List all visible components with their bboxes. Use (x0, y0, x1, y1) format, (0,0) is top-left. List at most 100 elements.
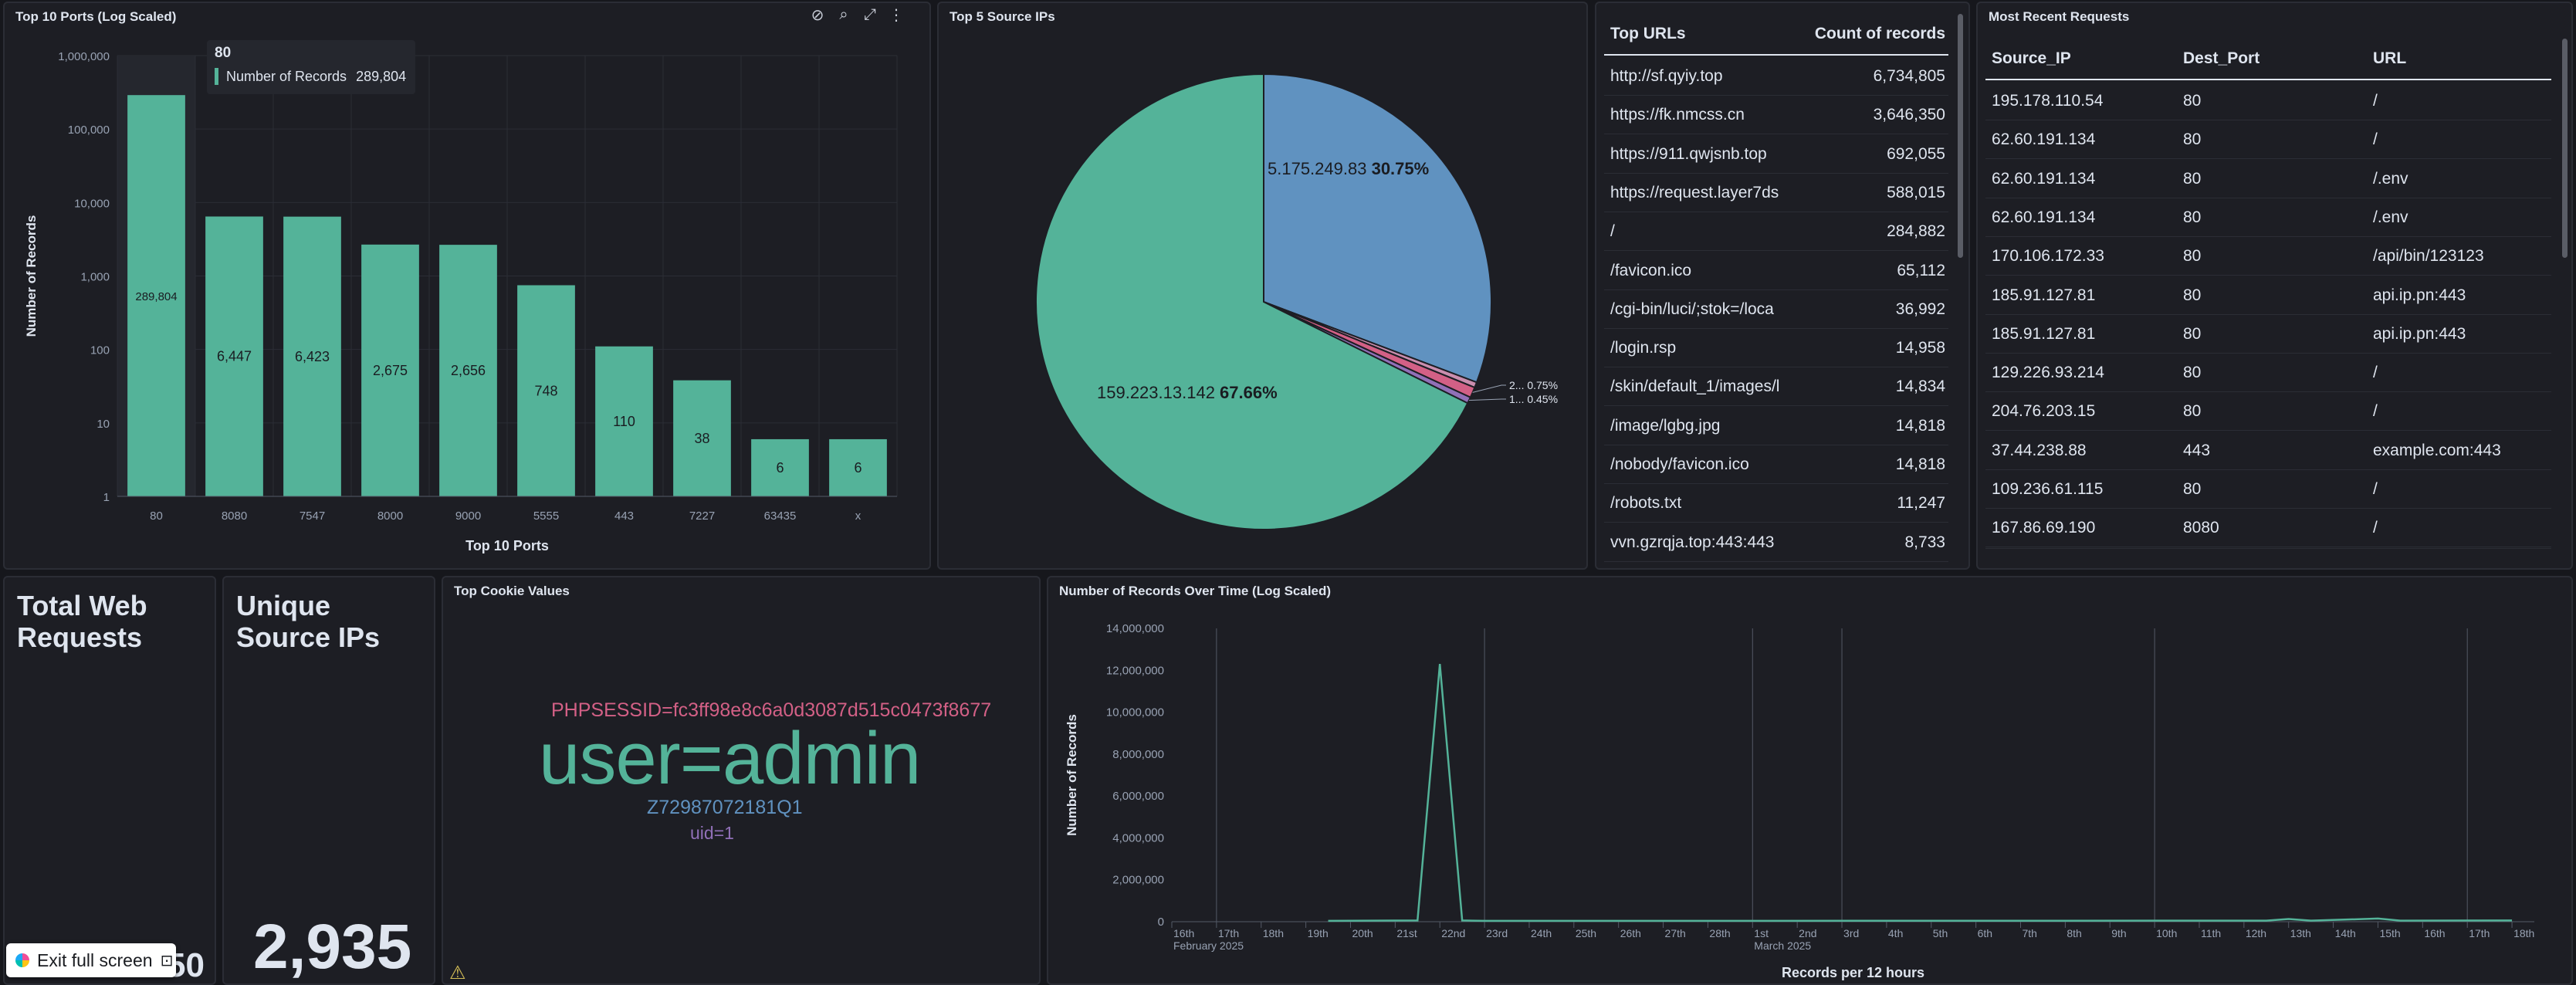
top-urls-header-count[interactable]: Count of records (1814, 25, 1945, 42)
table-row[interactable]: /login.rsp 14,958 (1604, 329, 1948, 368)
x-tick-label: 21st (1396, 927, 1417, 939)
table-row[interactable]: /cgi-bin/luci/;stok=/loca 36,992 (1604, 290, 1948, 329)
url-cell[interactable]: vvn.gzrqja.top:443:443 (1610, 533, 1775, 551)
table-row[interactable]: 170.106.172.33 80/api/bin/123123 (1985, 237, 2551, 276)
table-row[interactable]: 62.60.191.134 80 / (1985, 120, 2551, 160)
x-tick-label: 17th (2469, 927, 2490, 939)
top-urls-scrollbar[interactable] (1958, 14, 1963, 258)
pie-slice[interactable] (1263, 73, 1492, 384)
count-cell: 8,733 (1904, 533, 1945, 551)
bar[interactable] (205, 216, 263, 496)
table-row[interactable]: 62.60.191.134 80 /.env (1985, 160, 2551, 198)
bar[interactable] (751, 438, 809, 496)
x-tick-label: 7th (2023, 927, 2037, 939)
pie-slice[interactable] (1035, 73, 1469, 530)
table-row[interactable]: 195.178.110.54 80 / (1985, 82, 2551, 120)
table-row[interactable]: / 284,882 (1604, 212, 1948, 252)
cookie-word-1[interactable]: PHPSESSID=fc3ff98e8c6a0d3087d515c0473f86… (551, 699, 992, 721)
recent-requests-scrollbar[interactable] (2562, 39, 2568, 258)
inspect-icon[interactable]: ⊘ (811, 6, 824, 24)
table-row[interactable]: 109.236.61.115 80 / (1985, 470, 2551, 509)
ports-bar-chart[interactable]: 1101001,00010,000100,0001,000,000289,804… (5, 29, 931, 570)
table-row[interactable]: https://request.layer7ds 588,015 (1604, 174, 1948, 212)
warning-icon[interactable]: ⚠ (449, 963, 466, 983)
records-over-time-chart[interactable]: 0 2,000,000 4,000,000 6,000,000 8,000,000 10,… (1048, 597, 2573, 983)
count-cell: 284,882 (1887, 222, 1945, 241)
ports-panel-title: Top 10 Ports (Log Scaled) (15, 9, 177, 24)
top-urls-header-url[interactable]: Top URLs (1610, 25, 1686, 42)
table-row[interactable]: 167.86.69.190 8080 / (1985, 509, 2551, 548)
bar[interactable] (829, 438, 887, 496)
table-row[interactable]: /image/lgbg.jpg 14,818 (1604, 407, 1948, 445)
url-cell[interactable]: https://request.layer7ds (1610, 183, 1779, 201)
table-row[interactable]: https://fk.nmcss.cn 3,646,350 (1604, 96, 1948, 135)
url-cell[interactable]: /image/lgbg.jpg (1610, 416, 1721, 435)
x-tick-label: 16th (1173, 927, 1194, 939)
x-tick-label: 12th (2246, 927, 2266, 939)
bar[interactable] (283, 216, 341, 496)
bar[interactable] (439, 245, 497, 496)
url-cell[interactable]: http://sf.qyiy.top (1610, 67, 1723, 85)
table-row-partial (1985, 548, 2551, 568)
table-row[interactable]: /favicon.ico 65,112 (1604, 252, 1948, 290)
url-cell[interactable]: /nobody/favicon.ico (1610, 455, 1749, 473)
x-tick-label: 6th (1978, 927, 1992, 939)
y-tick-label: 4,000,000 (1112, 831, 1164, 845)
url-cell[interactable]: /skin/default_1/images/l (1610, 377, 1780, 396)
x-tick-label: 8080 (222, 509, 247, 523)
bar[interactable] (673, 380, 731, 496)
table-row[interactable]: 62.60.191.134 80 /.env (1985, 198, 2551, 237)
table-row[interactable]: /nobody/favicon.ico 14,818 (1604, 445, 1948, 484)
y-tick-label: 100 (90, 344, 110, 357)
y-axis-title: Number of Records (24, 215, 39, 337)
cookie-word-2[interactable]: user=admin (539, 717, 921, 800)
header-dest-port[interactable]: Dest_Port (2183, 49, 2260, 67)
x-tick-label: 63435 (764, 509, 797, 523)
top-urls-panel: Top URLs Count of records http://sf.qyiy… (1595, 2, 1970, 570)
bar[interactable] (595, 346, 653, 496)
time-panel-title: Number of Records Over Time (Log Scaled) (1059, 584, 1332, 598)
dest-port-cell: 80 (2183, 92, 2202, 110)
more-options-icon[interactable]: ⋮ (889, 6, 904, 24)
table-row[interactable]: vvn.gzrqja.top:443:443 8,733 (1604, 523, 1948, 562)
url-cell[interactable]: /robots.txt (1610, 494, 1682, 513)
x-tick-label: 443 (614, 509, 634, 523)
table-row[interactable]: 185.91.127.81 80 api.ip.pn:443 (1985, 276, 2551, 315)
table-row[interactable]: http://sf.qyiy.top 6,734,805 (1604, 57, 1948, 96)
explore-icon[interactable]: ⌕ (839, 5, 848, 23)
table-row[interactable]: 204.76.203.15 80 / (1985, 392, 2551, 432)
url-cell: api.ip.pn:443 (2373, 286, 2466, 304)
bar-value-label: 6,423 (295, 349, 330, 364)
source-ips-pie-chart[interactable]: 159.223.13.142 67.66% 5.175.249.83 30.75%… (939, 3, 1588, 570)
table-row[interactable]: 129.226.93.214 80 / (1985, 354, 2551, 393)
records-line[interactable] (1328, 664, 2513, 922)
ports-panel: Top 10 Ports (Log Scaled) ⊘ ⌕ ⤢ ⋮ 1 10 100… (3, 2, 931, 570)
bar[interactable] (361, 244, 419, 496)
cookie-word-4[interactable]: uid=1 (690, 823, 734, 843)
url-cell[interactable]: /cgi-bin/luci/;stok=/loca (1610, 300, 1774, 318)
table-row[interactable]: https://911.qwjsnb.top 692,055 (1604, 135, 1948, 174)
header-source-ip[interactable]: Source_IP (1992, 49, 2071, 67)
source-ip-cell: 109.236.61.115 (1992, 480, 2104, 498)
bar[interactable] (517, 285, 575, 496)
header-url[interactable]: URL (2373, 49, 2407, 67)
cookie-word-3[interactable]: Z72987072181Q1 (647, 797, 803, 818)
url-cell[interactable]: https://fk.nmcss.cn (1610, 106, 1745, 124)
maximize-icon[interactable]: ⤢ (864, 5, 876, 23)
dest-port-cell: 80 (2183, 364, 2202, 382)
x-tick-label: 8000 (377, 509, 403, 523)
url-cell[interactable]: /login.rsp (1610, 339, 1677, 357)
table-row[interactable]: /robots.txt 11,247 (1604, 484, 1948, 523)
table-row[interactable]: /skin/default_1/images/l 14,834 (1604, 367, 1948, 407)
exit-fullscreen-button[interactable]: Exit full screen ⊡ (6, 943, 176, 977)
url-cell[interactable]: https://911.qwjsnb.top (1610, 144, 1767, 163)
url-cell: /.env (2373, 208, 2408, 226)
url-cell[interactable]: / (1610, 222, 1615, 241)
bar-value-label: 6,447 (217, 349, 252, 364)
x-tick-label: 11th (2201, 927, 2221, 939)
table-row[interactable]: 37.44.238.88 443 example.com:443 (1985, 432, 2551, 470)
bar[interactable] (127, 95, 185, 496)
table-row[interactable]: 185.91.127.81 80 api.ip.pn:443 (1985, 315, 2551, 354)
x-tick-label: 18th (2513, 927, 2534, 939)
url-cell[interactable]: /favicon.ico (1610, 261, 1692, 279)
